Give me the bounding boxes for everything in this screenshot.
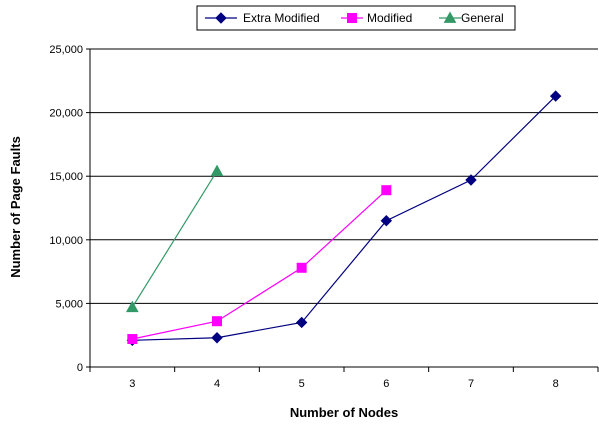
x-tick-label: 7 [468,378,474,390]
legend-entry: Modified [341,11,412,25]
legend-entry: General [439,11,504,25]
y-tick-label: 10,000 [49,235,83,247]
data-point [210,164,224,177]
series-general [125,164,224,313]
y-tick-label: 15,000 [49,171,83,183]
legend-marker [347,13,357,23]
legend-label: Modified [367,11,412,25]
series-modified [127,185,392,345]
data-point [127,334,138,345]
data-point [465,174,477,186]
data-point [380,215,393,227]
data-point [296,262,307,273]
legend-label: General [461,11,504,25]
x-axis-ticks: 3 4 5 6 7 8 [89,367,599,390]
legend-entry: Extra Modified [205,11,320,25]
axes [89,49,598,368]
y-tick-label: 5,000 [55,298,83,310]
series-line [131,170,218,308]
x-axis-title: Number of Nodes [290,405,398,420]
x-tick-label: 4 [214,378,220,390]
legend-label: Extra Modified [243,11,320,25]
series-line [132,95,557,341]
gridlines [90,48,598,304]
data-point [295,316,308,329]
data-point [125,300,139,313]
data-point [381,185,392,196]
x-tick-label: 6 [383,378,389,390]
legend-marker [443,11,457,23]
y-axis-title: Number of Page Faults [8,136,23,278]
y-tick-label: 25,000 [49,44,83,56]
y-tick-label: 0 [77,362,83,374]
data-point [211,332,223,344]
chart-legend: Extra Modified Modified General [196,5,516,31]
data-point [212,316,222,327]
y-tick-label: 20,000 [49,108,83,120]
data-point [549,90,562,102]
x-tick-label: 5 [299,378,305,390]
series-extra-modified [126,90,562,346]
series-line [132,189,387,340]
x-tick-label: 3 [129,378,135,390]
data-series [125,90,562,346]
x-tick-label: 8 [553,378,559,390]
y-axis-ticks: 0 5,000 10,000 15,000 20,000 25,000 [49,44,90,374]
legend-marker [215,12,227,24]
